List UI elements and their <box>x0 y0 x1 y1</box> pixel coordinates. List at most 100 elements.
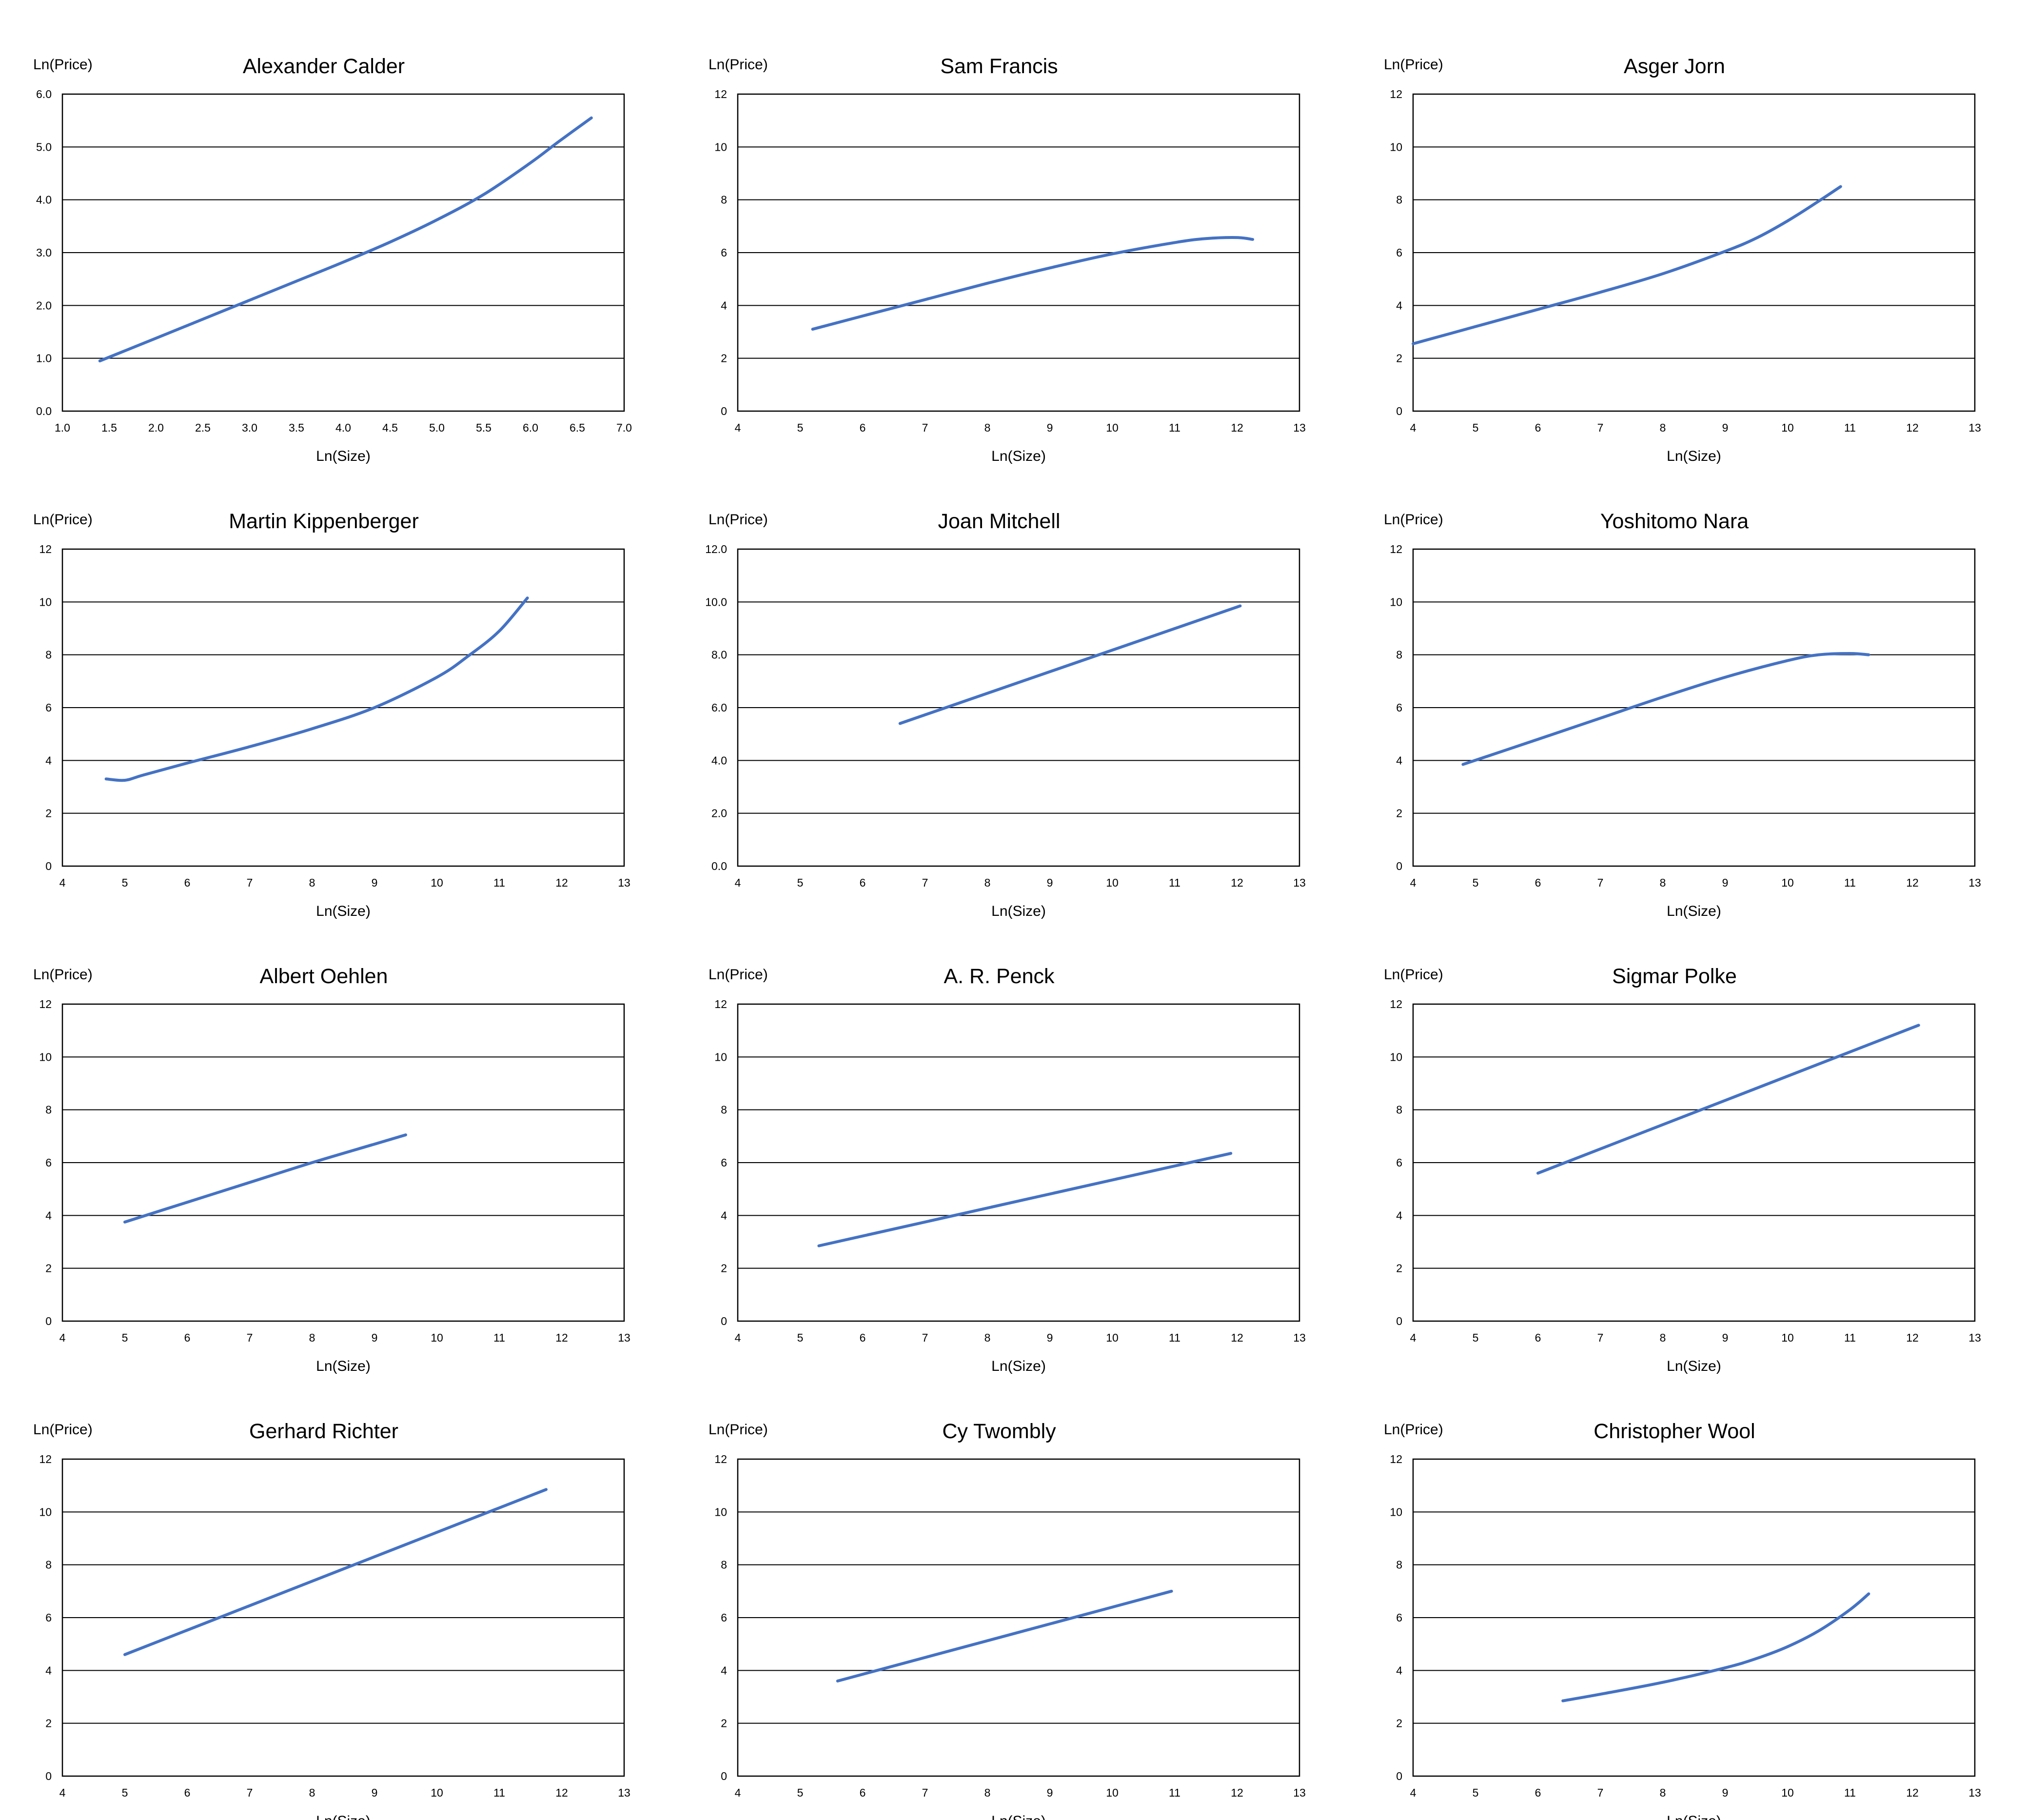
chart-svg: 0 2 4 6 8 10 12 4 5 6 7 8 9 10 11 12 13 Martin Kippenberg… <box>33 510 630 919</box>
y-axis-label: Ln(Price) <box>33 967 93 983</box>
x-tick-label: 8 <box>984 1331 991 1344</box>
y-tick-label: 0 <box>1396 405 1402 417</box>
y-tick-label: 2 <box>1396 352 1402 365</box>
y-tick-label: 6.0 <box>36 88 52 100</box>
y-tick-label: 6 <box>1396 701 1402 714</box>
x-tick-label: 7 <box>922 1786 928 1799</box>
y-tick-label: 8 <box>1396 1559 1402 1571</box>
x-tick-label: 8 <box>309 1786 315 1799</box>
x-tick-label: 7 <box>922 421 928 434</box>
series-line <box>1561 1592 1870 1702</box>
y-tick-label: 8 <box>721 194 727 206</box>
plot-frame <box>1412 1458 1976 1777</box>
x-tick-label: 8 <box>984 876 991 889</box>
y-tick-label: 2 <box>1396 807 1402 820</box>
x-tick-label: 6 <box>184 1786 191 1799</box>
x-tick-label: 5 <box>797 1331 804 1344</box>
x-tick-label: 4 <box>735 876 741 889</box>
x-tick-label: 10 <box>1106 1786 1119 1799</box>
y-tick-label: 12 <box>39 998 52 1010</box>
x-axis-label: Ln(Size) <box>991 903 1046 919</box>
y-tick-label: 0 <box>45 1315 52 1327</box>
chart-svg: 0.01.02.03.04.05.06.01.0 1.5 2.0 2.5 3.0 3.5 4… <box>33 55 632 464</box>
y-tick-label: 5.0 <box>36 140 52 153</box>
x-tick-label: 7 <box>922 1331 928 1344</box>
x-tick-label: 8 <box>1660 1786 1666 1799</box>
y-tick-label: 0.0 <box>36 405 52 417</box>
x-tick-label: 11 <box>1844 421 1856 434</box>
x-tick-label: 2.0 <box>148 421 164 434</box>
x-tick-label: 4 <box>59 1786 66 1799</box>
y-tick-label: 0 <box>45 1770 52 1782</box>
x-tick-label: 9 <box>1047 876 1053 889</box>
x-tick-label: 13 <box>1293 1331 1306 1344</box>
x-tick-label: 9 <box>372 1786 378 1799</box>
y-tick-label: 2.0 <box>711 807 727 820</box>
x-tick-label: 9 <box>1722 421 1729 434</box>
x-tick-label: 8 <box>309 1331 315 1344</box>
y-axis-label: Ln(Price) <box>1384 512 1443 528</box>
chart-panel: 0 2 4 6 8 10 12 4 5 6 7 8 9 10 11 12 13 Asger Jorn Ln(Pric… <box>1351 0 2026 464</box>
y-axis-label: Ln(Price) <box>1384 967 1443 983</box>
x-tick-label: 8 <box>1660 421 1666 434</box>
y-axis-label: Ln(Price) <box>1384 57 1443 73</box>
y-tick-label: 10 <box>1390 1505 1402 1518</box>
chart-svg: 0.0 2.0 4.0 6.0 8.0 10.0 12.0 4 5 6 7 8 9 10 11 12 13 Joa… <box>705 510 1306 919</box>
chart-panel: 0 2 4 6 8 10 12 4 5 6 7 8 9 10 11 12 13 Gerhard Richter Ln… <box>0 1365 675 1820</box>
x-tick-label: 9 <box>1047 421 1053 434</box>
x-tick-label: 5 <box>1473 876 1479 889</box>
x-tick-label: 10 <box>1781 876 1794 889</box>
y-axis-label: Ln(Price) <box>1384 1422 1443 1438</box>
x-tick-label: 13 <box>1293 876 1306 889</box>
y-tick-label: 0.0 <box>711 860 727 872</box>
y-tick-label: 8 <box>1396 194 1402 206</box>
y-tick-label: 6 <box>45 1156 52 1169</box>
y-tick-label: 1.0 <box>36 352 52 365</box>
y-tick-label: 4.0 <box>36 194 52 206</box>
x-axis-label: Ln(Size) <box>1667 1813 1721 1820</box>
chart-title: Sam Francis <box>940 55 1058 78</box>
x-axis-label: Ln(Size) <box>316 1813 371 1820</box>
x-tick-label: 6 <box>184 1331 191 1344</box>
chart-panel: 0.0 1.0 2.0 3.0 4.0 5.0 6.0 1.0 1.5 2.0 2.5 3.0 3.5 4… <box>0 0 675 464</box>
y-tick-label: 4 <box>45 1664 52 1677</box>
y-tick-label: 10 <box>714 1050 727 1063</box>
x-tick-label: 5 <box>1473 1786 1479 1799</box>
x-tick-label: 8 <box>984 421 991 434</box>
y-tick-label: 2 <box>721 1262 727 1275</box>
x-tick-label: 7 <box>1597 1331 1604 1344</box>
x-tick-label: 10 <box>1106 1331 1119 1344</box>
y-tick-label: 2 <box>721 352 727 365</box>
x-tick-label: 4 <box>59 1331 66 1344</box>
x-tick-label: 5.0 <box>429 421 445 434</box>
y-tick-label: 10 <box>39 1505 52 1518</box>
x-tick-label: 9 <box>1722 1331 1729 1344</box>
x-tick-label: 5 <box>1473 421 1479 434</box>
chart-svg: 0 2 4 6 8 10 12 4 5 6 7 8 9 10 11 12 13 Albert Oehlen Ln(P… <box>33 965 630 1374</box>
y-tick-label: 6 <box>45 1611 52 1624</box>
y-tick-label: 2 <box>45 807 52 820</box>
y-axis-label: Ln(Price) <box>708 1422 768 1438</box>
plot-frame <box>737 1458 1300 1777</box>
x-tick-label: 10 <box>1106 876 1119 889</box>
x-tick-label: 7.0 <box>616 421 632 434</box>
y-tick-label: 0 <box>1396 1770 1402 1782</box>
x-tick-label: 4 <box>1410 1331 1416 1344</box>
x-tick-label: 6.0 <box>523 421 538 434</box>
chart-title: Martin Kippenberger <box>229 510 419 533</box>
x-tick-label: 5 <box>122 1331 128 1344</box>
chart-title: Asger Jorn <box>1624 55 1725 78</box>
plot-frame <box>1412 548 1976 867</box>
x-tick-label: 12 <box>1906 421 1919 434</box>
y-tick-label: 4 <box>45 754 52 767</box>
x-tick-label: 5 <box>122 1786 128 1799</box>
y-tick-label: 10 <box>1390 595 1402 608</box>
x-tick-label: 7 <box>247 1786 253 1799</box>
x-tick-label: 4 <box>1410 876 1416 889</box>
x-tick-label: 7 <box>247 876 253 889</box>
series-line <box>898 604 1242 725</box>
y-axis-label: Ln(Price) <box>33 1422 93 1438</box>
y-tick-label: 10.0 <box>705 595 727 608</box>
x-tick-label: 6 <box>860 876 866 889</box>
y-tick-label: 12 <box>39 543 52 555</box>
